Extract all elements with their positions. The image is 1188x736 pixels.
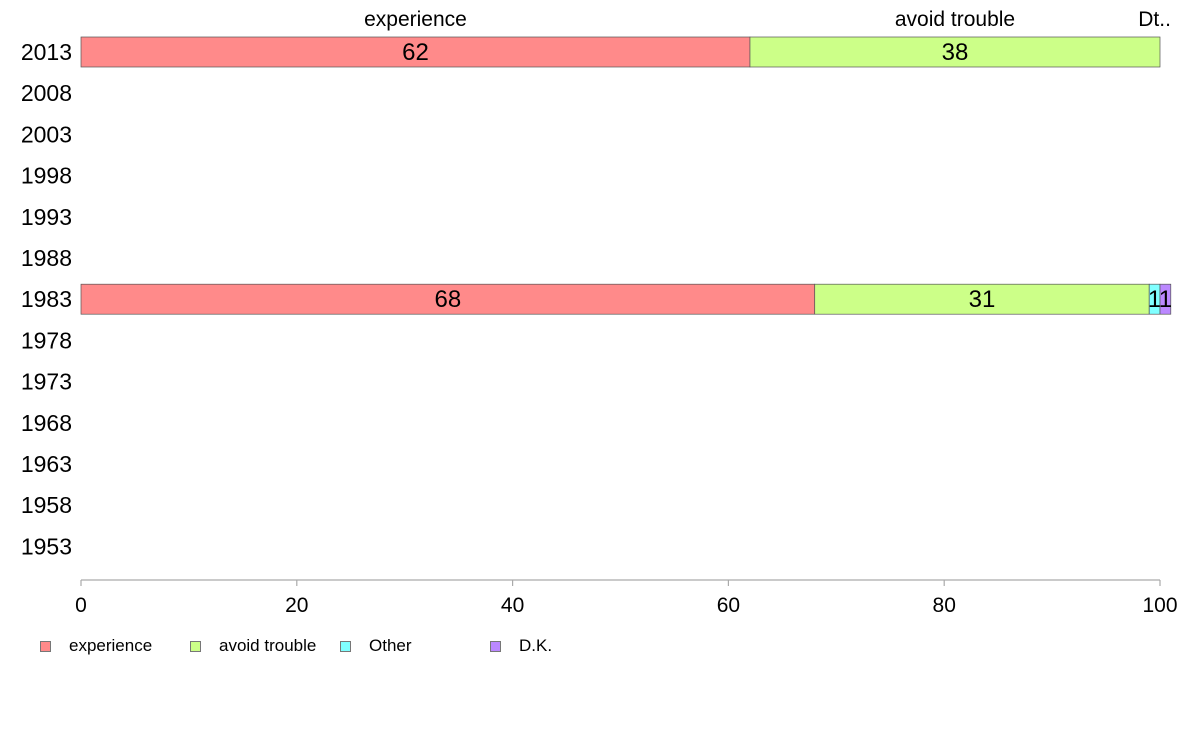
legend-item-d-k-: D.K.: [490, 636, 552, 656]
x-tick-label-60: 60: [717, 594, 740, 617]
y-tick-label-2008: 2008: [21, 80, 72, 106]
y-tick-label-1953: 1953: [21, 533, 72, 559]
y-tick-label-1958: 1958: [21, 492, 72, 518]
legend-item-avoid-trouble: avoid trouble: [190, 636, 316, 656]
y-tick-label-1998: 1998: [21, 163, 72, 189]
x-tick-label-20: 20: [285, 594, 308, 617]
legend-swatch: [490, 640, 501, 652]
top-label-0: experience: [364, 8, 467, 31]
bar-2013-experience: [80, 36, 751, 68]
legend-swatch: [190, 640, 201, 652]
data-label-2013-experience: 62: [402, 39, 429, 66]
x-tick-label-40: 40: [501, 594, 524, 617]
y-tick-label-1983: 1983: [21, 286, 72, 312]
y-tick-label-1993: 1993: [21, 204, 72, 230]
y-tick-label-1973: 1973: [21, 369, 72, 395]
legend-label: avoid trouble: [219, 636, 317, 655]
data-label-1983-experience: 68: [435, 286, 462, 313]
legend-item-experience: experience: [40, 636, 152, 656]
top-label-1: avoid trouble: [895, 8, 1015, 31]
bar-1983-d-k-: [1159, 283, 1172, 315]
legend-item-other: Other: [340, 636, 412, 656]
y-tick-label-2003: 2003: [21, 121, 72, 147]
data-label-1983-avoid-trouble: 31: [969, 286, 996, 313]
top-label-2: Dt..: [1138, 8, 1171, 31]
y-tick-label-1963: 1963: [21, 451, 72, 477]
legend-swatch: [340, 640, 351, 652]
data-label-1983-other: 1: [1148, 286, 1161, 313]
legend: experience avoid trouble Other D.K.: [40, 636, 1140, 658]
y-tick-label-1988: 1988: [21, 245, 72, 271]
bar-1983-avoid-trouble: [814, 283, 1150, 315]
legend-label: Other: [369, 636, 412, 655]
legend-label: D.K.: [519, 636, 553, 655]
x-tick-label-100: 100: [1142, 594, 1177, 617]
y-tick-label-1978: 1978: [21, 327, 72, 353]
y-tick-label-1968: 1968: [21, 410, 72, 436]
y-tick-label-2013: 2013: [21, 39, 72, 65]
legend-swatch: [40, 640, 51, 652]
bar-2013-avoid-trouble: [749, 36, 1161, 68]
data-label-1983-d-k-: 1: [1159, 286, 1172, 313]
data-label-2013-avoid-trouble: 38: [942, 39, 969, 66]
x-tick-label-0: 0: [75, 594, 87, 617]
bar-1983-experience: [80, 283, 816, 315]
legend-label: experience: [69, 636, 153, 655]
x-tick-label-80: 80: [933, 594, 956, 617]
